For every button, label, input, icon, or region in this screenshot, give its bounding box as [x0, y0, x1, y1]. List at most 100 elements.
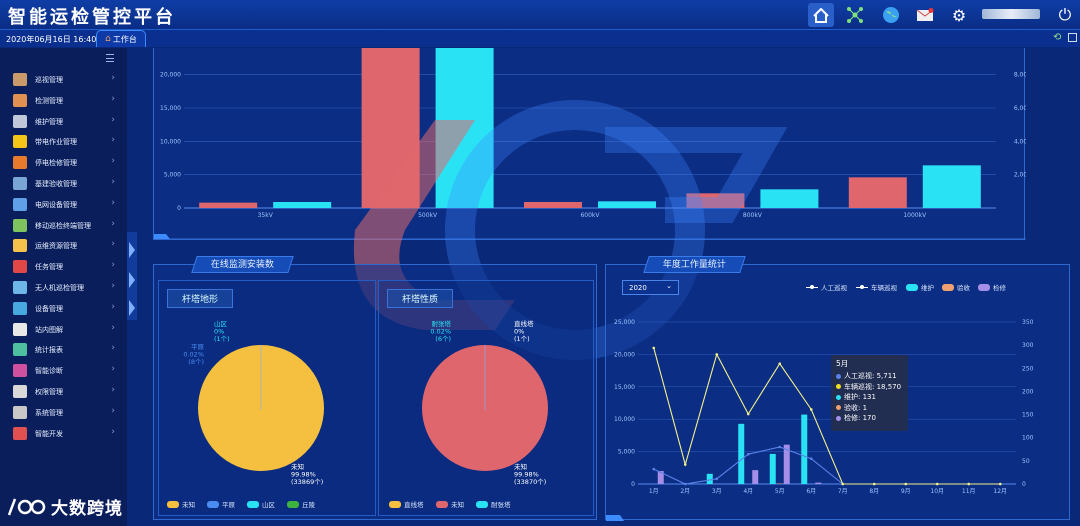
legend-item[interactable]: 平原 [207, 499, 235, 509]
tooltip-text: 车辆巡视: 18,570 [844, 382, 902, 391]
fullscreen-icon[interactable] [1068, 33, 1077, 42]
voltage-bar-chart: 005,0002,00010,0004,00015,0006,00020,000… [154, 48, 1026, 240]
y2-tick-label: 0 [1022, 481, 1026, 488]
sidebar-item-label: 停电检修管理 [35, 159, 77, 168]
chevron-right-icon: › [111, 218, 115, 229]
sidebar-item[interactable]: 停电检修管理 › [0, 153, 127, 173]
line-point [652, 346, 656, 350]
legend-item[interactable]: 丘陵 [287, 499, 315, 509]
tooltip-dot [836, 384, 841, 390]
legend-item[interactable]: 车辆巡视 [856, 282, 897, 292]
sidebar-item[interactable]: 运维资源管理 › [0, 236, 127, 256]
legend-item[interactable]: 未知 [436, 499, 464, 509]
network-icon[interactable] [842, 3, 868, 27]
user-name[interactable] [982, 9, 1040, 19]
sidebar-item[interactable]: 带电作业管理 › [0, 132, 127, 152]
legend-item[interactable]: 检修 [978, 282, 1006, 292]
sidebar-item[interactable]: 任务管理 › [0, 257, 127, 277]
legend-swatch [247, 500, 259, 508]
power-icon[interactable]: ⏻ [1058, 5, 1072, 24]
pie-label: 0.02% [430, 328, 451, 336]
sidebar-item[interactable]: 电网设备管理 › [0, 195, 127, 215]
x-tick-label: 6月 [806, 488, 816, 495]
sidebar-collapse-handle[interactable] [127, 232, 137, 320]
chevron-right-icon: › [111, 322, 115, 333]
bar [738, 423, 745, 484]
sidebar-item[interactable]: 巡视管理 › [0, 70, 127, 90]
annual-tooltip: 5月 人工巡视: 5,711 车辆巡视: 18,570 维护: 131 验收: 1 检修… [831, 355, 908, 431]
mail-icon[interactable] [912, 3, 938, 27]
tooltip-row: 维护: 131 [836, 392, 903, 403]
tooltip-text: 人工巡视: 5,711 [844, 372, 897, 380]
legend-label: 车辆巡视 [871, 284, 897, 292]
legend-item[interactable]: 人工巡视 [806, 282, 847, 292]
y-tick-label: 5,000 [618, 449, 635, 456]
year-select[interactable]: 2020 ⌄ [622, 280, 679, 295]
pie-label: 未知 [291, 462, 304, 471]
legend-label: 耐张塔 [491, 501, 511, 509]
refresh-icon[interactable]: ⟲ [1053, 32, 1062, 43]
bar [273, 202, 332, 208]
pie-label: (8个) [188, 358, 204, 366]
x-tick-label: 35kV [258, 212, 274, 219]
annual-legend: 人工巡视 车辆巡视 维护 验收 检修 [806, 282, 1066, 292]
bar [435, 48, 494, 208]
pie-label: 0.02% [183, 351, 204, 359]
sidebar-item[interactable]: 无人机巡检管理 › [0, 278, 127, 298]
bar [199, 202, 258, 208]
sidebar-item[interactable]: 站内图解 › [0, 320, 127, 340]
bar [752, 470, 759, 484]
legend-item[interactable]: 验收 [942, 282, 970, 292]
pie-label: 0% [214, 328, 224, 336]
legend-item[interactable]: 维护 [906, 282, 934, 292]
globe-icon[interactable] [878, 3, 904, 27]
x-tick-label: 9月 [901, 488, 911, 495]
sidebar-item[interactable]: 移动巡检终端管理 › [0, 216, 127, 236]
sidebar-item-label: 统计报表 [35, 346, 63, 355]
sidebar-item-icon [13, 177, 27, 190]
sidebar-item-icon [13, 114, 27, 128]
legend-item[interactable]: 山区 [247, 499, 275, 509]
sidebar-item[interactable]: 基建验收管理 › [0, 174, 127, 194]
chevron-right-icon: › [111, 73, 115, 83]
sidebar-item-label: 移动巡检终端管理 [35, 221, 91, 230]
sidebar-item[interactable]: 设备管理 › [0, 299, 127, 319]
app-title: 智能运检管控平台 [8, 7, 176, 28]
y-tick-label: 10,000 [614, 416, 635, 423]
home-icon[interactable] [808, 3, 834, 27]
pie-label: (1个) [514, 335, 530, 343]
pie-label: (6个) [435, 335, 451, 343]
gear-icon[interactable]: ⚙ [951, 5, 967, 25]
sidebar-item-icon [13, 301, 27, 315]
pie-label: 山区 [214, 319, 228, 328]
pie-label: (33870个) [514, 478, 546, 486]
x-tick-label: 12月 [993, 488, 1007, 495]
sidebar-item-icon [13, 426, 27, 440]
series-line [653, 347, 1001, 485]
legend-label: 丘陵 [302, 501, 315, 509]
sub-bar: 2020年06月16日 16:40:13 ⟲ [0, 30, 1080, 47]
sidebar-item[interactable]: 维护管理 › [0, 112, 127, 132]
sidebar-item[interactable]: 检测管理 › [0, 91, 127, 111]
sidebar-item[interactable]: 权限管理 › [0, 382, 127, 402]
menu-icon[interactable] [106, 54, 114, 62]
x-tick-label: 600kV [580, 212, 600, 219]
sidebar-item[interactable]: 智能诊断 › [0, 361, 127, 381]
tooltip-dot [836, 415, 841, 421]
x-tick-label: 2月 [680, 488, 690, 495]
sidebar-item[interactable]: 系统管理 › [0, 403, 127, 423]
legend-item[interactable]: 直线塔 [389, 499, 424, 509]
y-tick-label: 0 [631, 481, 635, 488]
legend-item[interactable]: 未知 [167, 499, 195, 509]
sidebar-item[interactable]: 智能开发 › [0, 424, 127, 444]
pie-label: 99.98% [291, 471, 316, 479]
legend-swatch [436, 500, 448, 508]
sidebar-item[interactable]: 统计报表 › [0, 340, 127, 360]
tab-workbench[interactable]: ⌂ 工作台 [96, 30, 146, 47]
y2-tick-label: 200 [1022, 388, 1034, 395]
x-tick-label: 11月 [962, 488, 976, 495]
sidebar-item-label: 智能诊断 [35, 367, 63, 376]
tooltip-row: 验收: 1 [836, 403, 903, 414]
brand-logo-icon [7, 498, 46, 515]
legend-item[interactable]: 耐张塔 [476, 499, 511, 509]
